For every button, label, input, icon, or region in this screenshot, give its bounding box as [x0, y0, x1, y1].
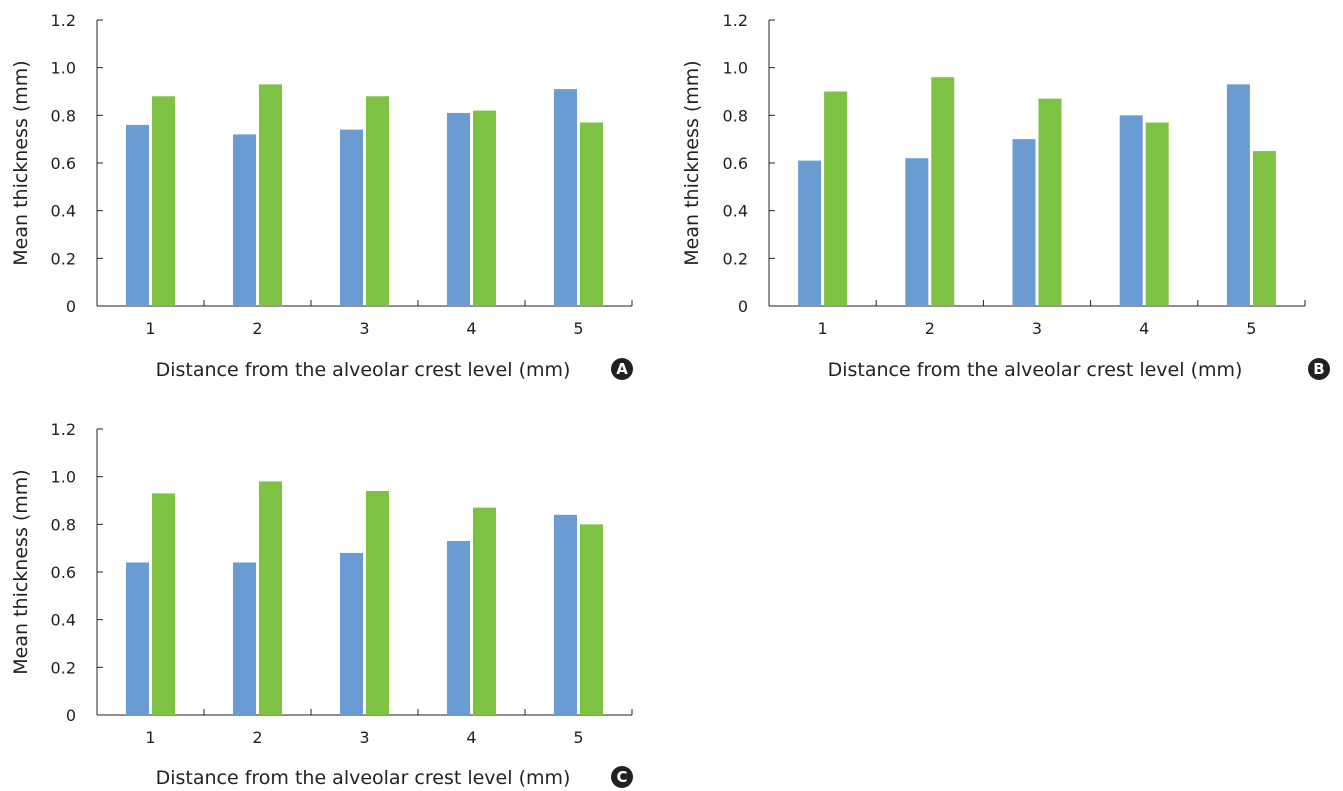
y-tick-label: 0.4 [51, 611, 76, 630]
x-category-label: 3 [359, 728, 369, 747]
bar-series-1 [126, 562, 149, 715]
bar-series-2 [1252, 151, 1276, 306]
x-category-label: 2 [925, 319, 935, 338]
y-tick-label: 0.2 [723, 249, 748, 268]
bar-series-1 [233, 562, 256, 715]
bar-series-1 [340, 552, 363, 715]
bar-series-2 [152, 96, 175, 307]
y-tick-label: 1.0 [723, 59, 748, 78]
panel-badge [1308, 358, 1330, 380]
x-axis-title: Distance from the alveolar crest level (… [828, 359, 1243, 381]
x-category-label: 4 [466, 319, 476, 338]
x-category-label: 5 [573, 728, 583, 747]
panel-badge-letter: B [1313, 360, 1324, 378]
bar-series-2 [259, 481, 282, 715]
bar-series-2 [366, 490, 389, 715]
bar-series-2 [931, 77, 955, 306]
y-tick-label: 0.6 [51, 154, 76, 173]
y-tick-label: 1.2 [51, 420, 76, 439]
x-category-label: 4 [466, 728, 476, 747]
x-category-label: 1 [145, 319, 155, 338]
chart-panel-b: 0 0.2 0.4 0.6 0.8 1.0 1.2 1 2 3 4 5 Distance from th… [681, 11, 1330, 381]
y-tick-label: 0 [738, 297, 748, 316]
y-tick-label: 0 [66, 297, 76, 316]
y-tick-label: 1.2 [51, 11, 76, 30]
y-tick-label: 1.0 [51, 468, 76, 487]
bar-series-1 [905, 158, 929, 306]
bar-series-2 [1038, 98, 1062, 307]
bar-series-2 [580, 122, 603, 306]
y-tick-label: 0.4 [723, 202, 748, 221]
bar-series-1 [1119, 115, 1143, 306]
x-category-label: 1 [145, 728, 155, 747]
bar-series-1 [447, 541, 470, 715]
bar-series-1 [1226, 84, 1250, 306]
y-tick-label: 0 [66, 706, 76, 725]
y-tick-label: 0.6 [723, 154, 748, 173]
y-tick-label: 0.6 [51, 563, 76, 582]
bar-series-2 [824, 91, 848, 306]
bar-series-1 [554, 89, 577, 306]
y-tick-label: 0.4 [51, 202, 76, 221]
y-axis-title: Mean thickness (mm) [10, 469, 32, 674]
x-category-label: 2 [252, 319, 262, 338]
y-tick-label: 1.0 [51, 59, 76, 78]
x-category-label: 2 [252, 728, 262, 747]
bar-series-1 [554, 514, 577, 715]
bar-series-2 [152, 493, 175, 715]
x-category-label: 3 [359, 319, 369, 338]
y-axis-title: Mean thickness (mm) [681, 60, 703, 265]
y-tick-label: 0.8 [51, 106, 76, 125]
y-tick-label: 0.2 [51, 249, 76, 268]
y-tick-label: 0.8 [51, 515, 76, 534]
bar-series-2 [1145, 122, 1169, 306]
bar-series-1 [798, 160, 822, 306]
panel-badge-letter: A [616, 360, 628, 378]
bar-series-2 [473, 110, 496, 306]
x-category-label: 1 [818, 319, 828, 338]
x-category-label: 4 [1139, 319, 1149, 338]
panel-badge [611, 766, 633, 788]
y-tick-label: 0.8 [723, 106, 748, 125]
panel-badge [611, 358, 633, 380]
bar-series-1 [1012, 139, 1036, 306]
chart-panel-a: 0 0.2 0.4 0.6 0.8 1.0 1.2 1 2 3 4 5 Distance from th… [10, 11, 633, 381]
x-axis-title: Distance from the alveolar crest level (… [156, 767, 571, 789]
bar-series-2 [366, 96, 389, 307]
x-category-label: 5 [1246, 319, 1256, 338]
chart-panel-c: 0 0.2 0.4 0.6 0.8 1.0 1.2 1 2 3 4 5 Distance from th… [10, 420, 633, 789]
y-axis-title: Mean thickness (mm) [10, 60, 32, 265]
x-axis-title: Distance from the alveolar crest level (… [156, 359, 571, 381]
bar-series-1 [447, 112, 470, 306]
bar-series-2 [580, 524, 603, 715]
bar-series-1 [233, 134, 256, 306]
x-category-label: 5 [573, 319, 583, 338]
y-tick-label: 0.2 [51, 658, 76, 677]
bar-series-2 [473, 507, 496, 715]
bar-series-1 [126, 124, 149, 306]
bar-series-2 [259, 84, 282, 306]
panel-badge-letter: C [616, 768, 627, 786]
x-category-label: 3 [1032, 319, 1042, 338]
bar-series-1 [340, 129, 363, 306]
y-tick-label: 1.2 [723, 11, 748, 30]
